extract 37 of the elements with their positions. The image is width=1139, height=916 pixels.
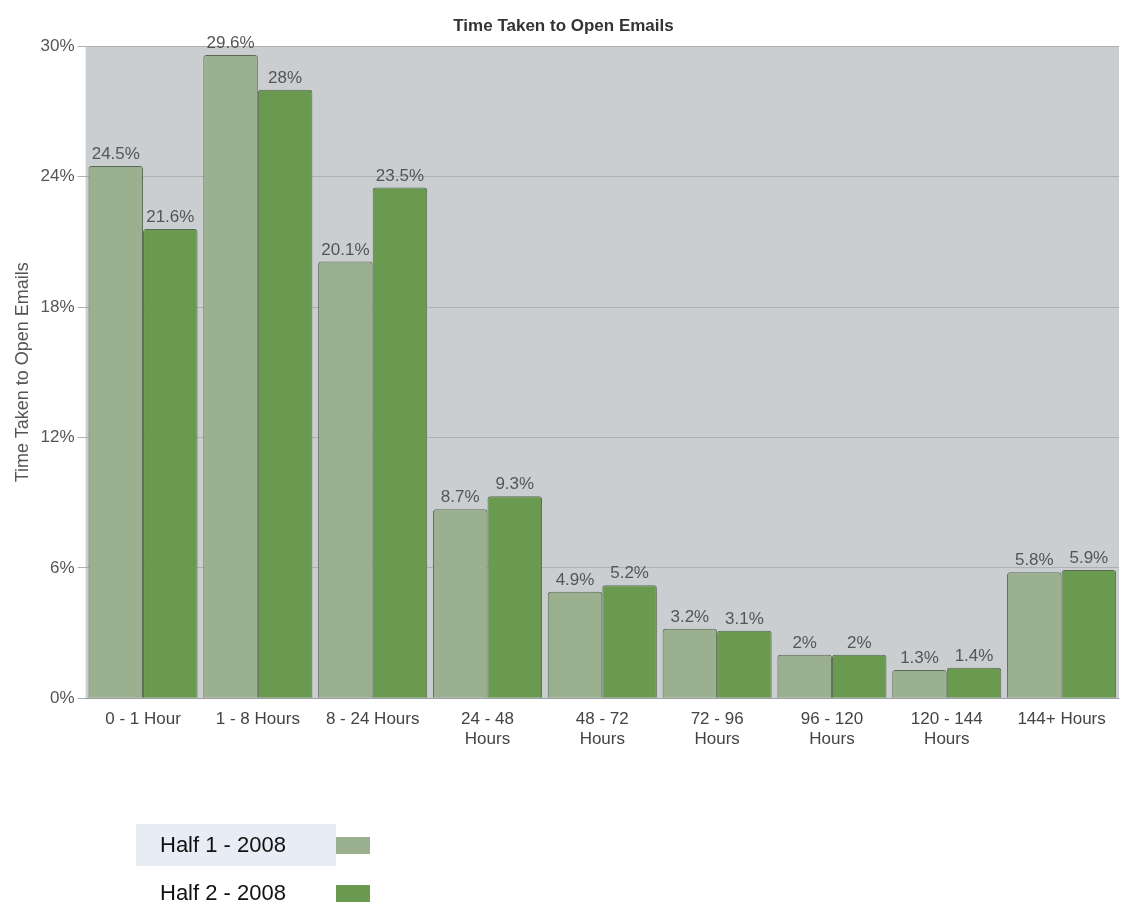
data-label: 8.7% [440,487,480,507]
x-tick-label: 120 - 144 Hours [910,709,983,749]
data-label: 29.6% [206,33,255,53]
data-label: 4.9% [555,569,595,589]
data-label: 3.1% [725,609,764,629]
data-label: 5.8% [1014,550,1054,570]
y-tick-label: 24% [40,166,75,186]
data-label: 5.9% [1069,548,1109,568]
legend-label: Half 1 - 2008 [160,832,286,858]
y-axis-title: Time Taken to Open Emails [11,262,32,483]
data-label: 20.1% [321,239,370,259]
x-tick-label: 24 - 48 Hours [461,709,514,749]
x-tick-label: 8 - 24 Hours [325,709,420,729]
data-label: 28% [268,68,303,88]
x-tick-label: 1 - 8 Hours [215,709,300,729]
data-label: 21.6% [146,207,195,227]
y-tick-label: 6% [50,557,75,577]
chart-title: Time Taken to Open Emails [453,15,674,35]
y-tick-label: 12% [40,427,75,447]
y-tick-label: 0% [50,687,75,707]
legend-label: Half 2 - 2008 [160,880,286,906]
y-tick-label: 18% [40,296,75,316]
x-tick-label: 0 - 1 Hour [105,709,182,729]
data-label: 1.4% [954,645,994,665]
x-tick-label: 72 - 96 Hours [690,709,744,749]
x-tick-label: 48 - 72 Hours [575,709,629,749]
x-tick-label: 144+ Hours [1017,709,1106,729]
data-label: 2% [846,632,872,652]
data-label: 3.2% [670,606,710,626]
y-tick-label: 30% [40,36,75,56]
data-label: 5.2% [610,563,649,583]
data-label: 2% [792,632,817,652]
data-label: 23.5% [375,165,425,185]
x-tick-label: 96 - 120 Hours [800,709,864,749]
data-label: 9.3% [495,474,535,494]
data-label: 1.3% [900,648,939,668]
data-label: 24.5% [91,144,140,164]
